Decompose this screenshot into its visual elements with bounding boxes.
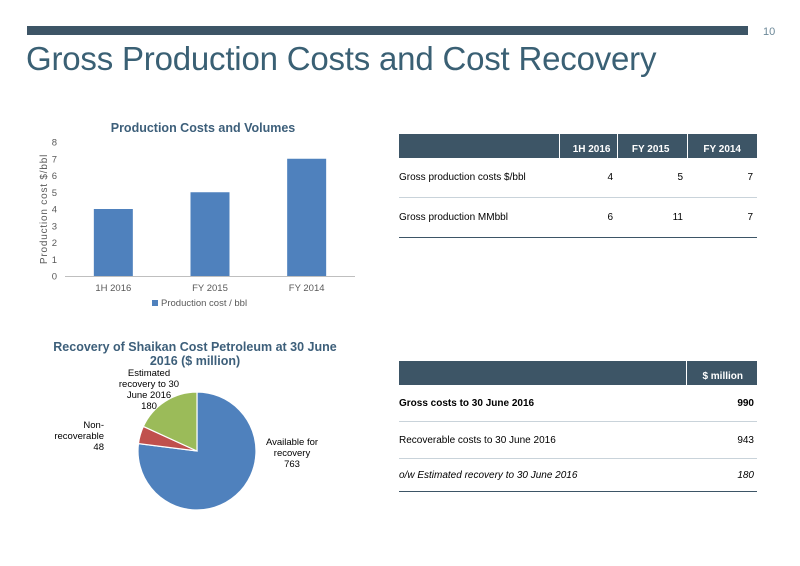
- y-tick-label: 8: [52, 138, 57, 149]
- pie-slice-label: Estimated: [128, 368, 170, 379]
- top-bar: [27, 26, 748, 35]
- cost-recovery-table: $ million Gross costs to 30 June 2016 99…: [399, 361, 757, 492]
- y-axis-label: Production cost $/bbl: [39, 154, 50, 264]
- pie-slice-label: recoverable: [54, 431, 104, 442]
- pie-chart-title-line-2: 2016 ($ million): [149, 354, 241, 368]
- table-cell: 943: [686, 421, 757, 459]
- pie-slice: [142, 391, 198, 452]
- production-table-header-fy2015: FY 2015: [616, 134, 687, 158]
- x-tick-label: 1H 2016: [95, 283, 131, 294]
- table-row-label: Gross production costs $/bbl: [399, 158, 559, 198]
- table-row: Gross costs to 30 June 2016 990: [399, 385, 757, 422]
- table-cell: 180: [686, 458, 757, 492]
- table-row: Recoverable costs to 30 June 2016 943: [399, 421, 757, 459]
- bar: [287, 158, 327, 276]
- y-tick-label: 0: [52, 272, 57, 283]
- table-cell: 4: [559, 158, 617, 198]
- y-tick-label: 3: [52, 221, 57, 232]
- table-cell: 6: [559, 197, 617, 238]
- table-cell: 7: [687, 158, 757, 198]
- legend-swatch: [152, 300, 158, 306]
- legend-label: Production cost / bbl: [161, 298, 247, 309]
- pie-slice: [137, 391, 257, 511]
- table-row-label: Gross costs to 30 June 2016: [399, 385, 686, 422]
- cost-recovery-table-header: $ million: [399, 361, 757, 385]
- page-title: Gross Production Costs and Cost Recovery: [26, 40, 657, 77]
- pie-slice-label: 763: [284, 459, 300, 470]
- y-tick-label: 5: [52, 188, 57, 199]
- production-table: 1H 2016 FY 2015 FY 2014 Gross production…: [399, 134, 757, 238]
- bar-chart-title: Production Costs and Volumes: [110, 121, 296, 135]
- production-table-header: 1H 2016 FY 2015 FY 2014: [399, 134, 757, 158]
- table-cell: 11: [617, 197, 687, 238]
- pie-slice-label: June 2016: [127, 390, 171, 401]
- pie-chart-title: Recovery of Shaikan Cost Petroleum at 30…: [40, 340, 350, 368]
- pie-slice-label: Available for: [266, 437, 318, 448]
- production-table-header-fy2014: FY 2014: [686, 134, 757, 158]
- table-cell: 990: [686, 385, 757, 422]
- x-tick-label: FY 2015: [192, 283, 228, 294]
- y-tick-label: 7: [52, 154, 57, 165]
- pie-slice-label: Non-: [83, 420, 104, 431]
- table-row: o/w Estimated recovery to 30 June 2016 1…: [399, 458, 757, 492]
- pie-slice-label: recovery: [274, 448, 311, 459]
- table-row: Gross production MMbbl 6 11 7: [399, 197, 757, 238]
- pie-chart-title-line-1: Recovery of Shaikan Cost Petroleum at 30…: [53, 340, 337, 354]
- pie-slice-label: 48: [93, 442, 104, 453]
- y-tick-label: 4: [52, 205, 57, 216]
- production-table-header-1h2016: 1H 2016: [558, 134, 617, 158]
- table-row: Gross production costs $/bbl 4 5 7: [399, 158, 757, 198]
- page-number: 10: [763, 26, 776, 38]
- table-row-label: Recoverable costs to 30 June 2016: [399, 421, 686, 459]
- pie-slice-label: 180: [141, 401, 157, 412]
- cost-recovery-table-header-million: $ million: [685, 361, 757, 385]
- bar: [190, 192, 230, 276]
- y-tick-label: 1: [52, 255, 57, 266]
- table-cell: 5: [617, 158, 687, 198]
- y-tick-label: 2: [52, 238, 57, 249]
- cost-recovery-table-header-blank: [399, 361, 686, 385]
- y-tick-label: 6: [52, 171, 57, 182]
- x-tick-label: FY 2014: [289, 283, 325, 294]
- production-table-header-blank: [399, 134, 559, 158]
- table-row-label: o/w Estimated recovery to 30 June 2016: [399, 458, 686, 492]
- bar: [93, 209, 133, 276]
- pie-slice-label: recovery to 30: [119, 379, 179, 390]
- table-cell: 7: [687, 197, 757, 238]
- table-row-label: Gross production MMbbl: [399, 197, 559, 238]
